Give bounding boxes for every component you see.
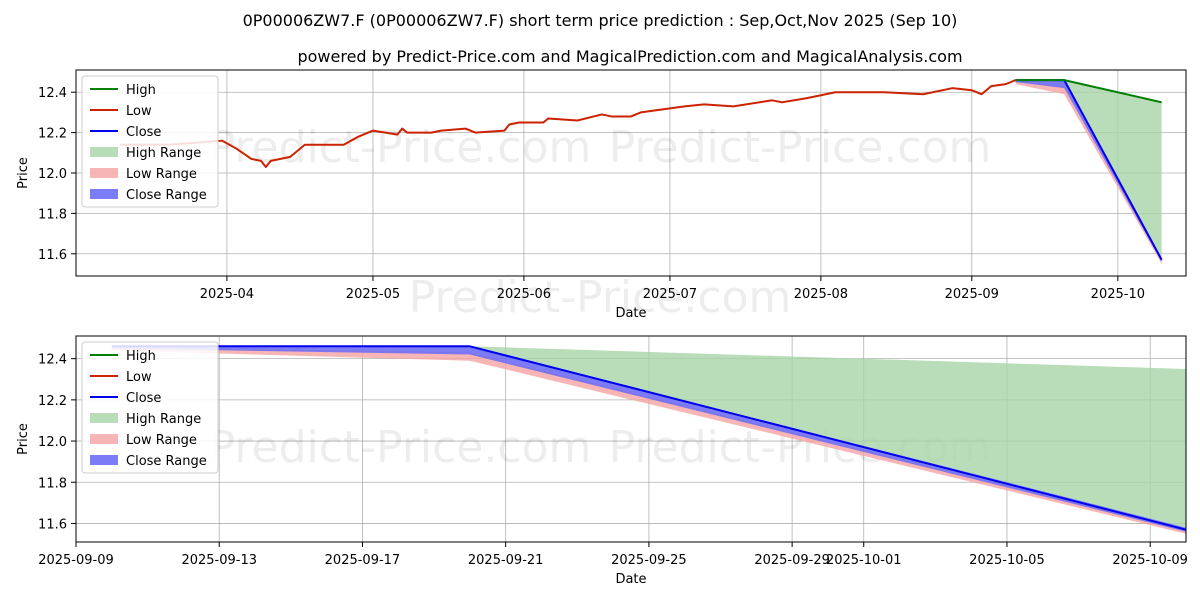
watermark-text: Predict-Price.com (609, 122, 992, 173)
upper-x-tick-label: 2025-10 (1091, 287, 1145, 302)
upper-legend-low-range-swatch (90, 168, 118, 178)
lower-x-tick-label: 2025-09-17 (325, 553, 401, 568)
chart-title: 0P00006ZW7.F (0P00006ZW7.F) short term p… (243, 11, 958, 30)
upper-y-tick-label: 12.2 (38, 127, 67, 142)
lower-y-tick-label: 11.8 (38, 476, 67, 491)
lower-legend-close-label: Close (126, 391, 161, 406)
upper-x-axis-label: Date (615, 306, 646, 321)
lower-chart-panel: Predict-Price.com Predict-Price.com2025-0… (16, 335, 1188, 587)
lower-x-tick-label: 2025-09-29 (754, 553, 830, 568)
upper-x-tick-label: 2025-09 (945, 287, 999, 302)
upper-x-tick-label: 2025-07 (643, 287, 697, 302)
lower-y-axis-label: Price (16, 423, 31, 455)
upper-legend-low-label: Low (126, 104, 152, 119)
lower-legend-high-range-swatch (90, 413, 118, 423)
upper-legend-high-range-swatch (90, 147, 118, 157)
upper-low-line (119, 79, 1016, 168)
lower-x-tick-label: 2025-09-21 (468, 553, 544, 568)
upper-legend-high-label: High (126, 83, 156, 98)
lower-x-tick-label: 2025-09-25 (611, 553, 687, 568)
lower-legend-low-range-swatch (90, 434, 118, 444)
upper-plot-area (119, 79, 1163, 264)
upper-x-tick-label: 2025-06 (497, 287, 551, 302)
lower-x-tick-label: 2025-10-09 (1112, 553, 1188, 568)
chart-subtitle: powered by Predict-Price.com and Magical… (297, 47, 962, 66)
watermark-text: Predict-Price.com (409, 272, 792, 323)
upper-legend-high-range-label: High Range (126, 146, 201, 161)
lower-legend-low-label: Low (126, 370, 152, 385)
upper-y-tick-label: 11.8 (38, 207, 67, 222)
lower-x-tick-label: 2025-09-13 (181, 553, 257, 568)
upper-x-tick-label: 2025-04 (200, 287, 254, 302)
lower-x-axis-label: Date (615, 572, 646, 587)
upper-y-tick-label: 11.6 (38, 248, 67, 263)
lower-high-range-band (111, 346, 1186, 528)
lower-close-line (111, 345, 1186, 531)
upper-y-axis-label: Price (16, 157, 31, 189)
upper-chart-panel: Predict-Price.com Predict-Price.comPredic… (16, 69, 1187, 323)
upper-legend-close-range-label: Close Range (126, 188, 207, 203)
upper-high-line (1015, 79, 1162, 104)
lower-x-tick-label: 2025-10-01 (826, 553, 902, 568)
lower-legend: High Low Close High Range Low Range Close Ran… (81, 341, 219, 474)
lower-plot-area (111, 345, 1186, 534)
watermark-text: Predict-Price.com (209, 422, 592, 473)
lower-legend-high-label: High (126, 349, 156, 364)
upper-y-tick-label: 12.0 (38, 167, 67, 182)
upper-x-tick-label: 2025-08 (794, 287, 848, 302)
lower-axes-frame (75, 335, 1187, 543)
upper-legend-close-range-swatch (90, 189, 118, 199)
lower-y-tick-label: 12.4 (38, 353, 67, 368)
upper-legend: High Low Close High Range Low Range Close Ran… (81, 75, 219, 208)
lower-y-tick-label: 11.6 (38, 517, 67, 532)
lower-legend-close-range-label: Close Range (126, 454, 207, 469)
upper-legend-close-label: Close (126, 125, 161, 140)
lower-legend-close-range-swatch (90, 455, 118, 465)
lower-y-tick-label: 12.0 (38, 435, 67, 450)
lower-x-tick-label: 2025-10-05 (969, 553, 1045, 568)
lower-legend-high-range-label: High Range (126, 412, 201, 427)
upper-legend-low-range-label: Low Range (126, 167, 197, 182)
lower-y-tick-label: 12.2 (38, 394, 67, 409)
lower-x-tick-label: 2025-09-09 (38, 553, 114, 568)
upper-x-tick-label: 2025-05 (346, 287, 400, 302)
upper-y-tick-label: 12.4 (38, 86, 67, 101)
lower-legend-low-range-label: Low Range (126, 433, 197, 448)
upper-high-range-band (1015, 80, 1162, 258)
